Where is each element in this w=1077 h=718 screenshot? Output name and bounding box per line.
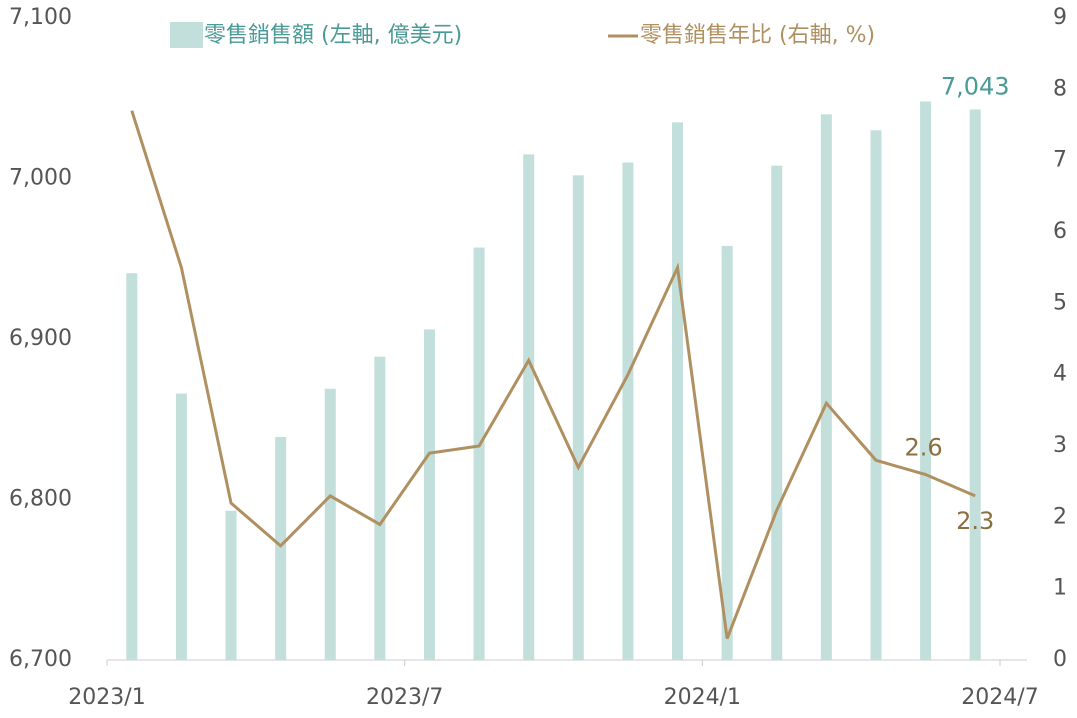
x-tick-label: 2023/7 bbox=[366, 685, 443, 710]
bar bbox=[423, 329, 435, 660]
bar bbox=[622, 162, 634, 660]
bar bbox=[126, 273, 138, 660]
bar bbox=[572, 175, 584, 661]
x-tick-label: 2024/1 bbox=[664, 685, 741, 710]
bar bbox=[920, 101, 932, 660]
bar bbox=[771, 165, 783, 660]
bar bbox=[721, 245, 733, 660]
y-tick-label: 6,700 bbox=[9, 647, 72, 672]
y2-tick-label: 2 bbox=[1053, 504, 1067, 529]
y-tick-label: 6,800 bbox=[9, 487, 72, 512]
y2-tick-label: 3 bbox=[1053, 433, 1067, 458]
data-label: 2.6 bbox=[904, 434, 942, 462]
bar bbox=[820, 114, 832, 661]
y2-tick-label: 6 bbox=[1053, 219, 1067, 244]
bar bbox=[672, 122, 684, 660]
bar bbox=[523, 154, 535, 661]
bar bbox=[175, 393, 187, 660]
y2-tick-label: 4 bbox=[1053, 362, 1067, 387]
y2-tick-label: 0 bbox=[1053, 647, 1067, 672]
y2-tick-label: 5 bbox=[1053, 290, 1067, 315]
y2-tick-label: 1 bbox=[1053, 576, 1067, 601]
y-tick-label: 6,900 bbox=[9, 326, 72, 351]
data-label: 7,043 bbox=[941, 72, 1010, 100]
y2-tick-label: 8 bbox=[1053, 76, 1067, 101]
y-tick-label: 7,000 bbox=[9, 166, 72, 191]
bar bbox=[969, 109, 981, 661]
data-label: 2.3 bbox=[956, 507, 994, 535]
bar bbox=[324, 388, 336, 660]
y-tick-label: 7,100 bbox=[9, 5, 72, 30]
x-tick-label: 2024/7 bbox=[961, 685, 1038, 710]
bar bbox=[870, 130, 882, 661]
legend-label: 零售銷售額 (左軸, 億美元) bbox=[204, 23, 462, 48]
line bbox=[130, 110, 976, 640]
legend-label: 零售銷售年比 (右軸, %) bbox=[640, 23, 875, 48]
bar bbox=[473, 247, 485, 660]
y2-tick-label: 9 bbox=[1053, 5, 1067, 30]
y2-tick-label: 7 bbox=[1053, 148, 1067, 173]
bar bbox=[374, 356, 386, 660]
x-tick-label: 2023/1 bbox=[68, 685, 145, 710]
legend-swatch bbox=[170, 22, 203, 48]
bar bbox=[225, 510, 237, 660]
bar bbox=[275, 436, 287, 660]
